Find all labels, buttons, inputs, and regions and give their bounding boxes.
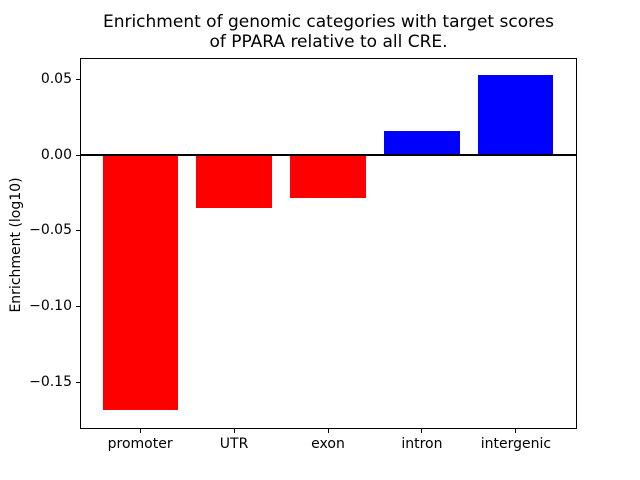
x-tick-mark-UTR — [233, 429, 235, 433]
x-tick-label-exon: exon — [311, 436, 345, 452]
y-tick-mark-0.05 — [76, 78, 80, 80]
bar-intergenic — [478, 74, 554, 156]
y-tick-label-0.05: 0.05 — [40, 70, 72, 87]
x-tick-label-UTR: UTR — [219, 436, 249, 452]
chart-title: Enrichment of genomic categories with ta… — [102, 12, 555, 53]
x-tick-mark-exon — [327, 429, 329, 433]
y-tick-label-−0.10: −0.10 — [29, 298, 72, 315]
bar-UTR — [196, 155, 272, 209]
y-tick-mark-−0.15 — [76, 382, 80, 383]
plot-area — [80, 58, 577, 429]
bar-exon — [290, 155, 366, 198]
y-axis-label: Enrichment (log10) — [8, 177, 24, 313]
x-tick-mark-intergenic — [515, 429, 517, 433]
x-tick-mark-intron — [421, 429, 423, 433]
y-tick-mark-−0.05 — [76, 230, 80, 232]
y-tick-label-−0.05: −0.05 — [29, 222, 72, 239]
y-tick-label-0.00: 0.00 — [40, 146, 72, 163]
y-tick-mark-−0.10 — [76, 306, 80, 308]
x-tick-mark-promoter — [139, 429, 141, 433]
zero-reference-line — [80, 154, 577, 157]
y-tick-mark-0.00 — [76, 154, 80, 156]
x-tick-label-intergenic: intergenic — [480, 436, 552, 452]
x-tick-label-promoter: promoter — [107, 436, 173, 452]
y-tick-label-−0.15: −0.15 — [29, 374, 72, 390]
bar-intron — [384, 130, 460, 156]
x-tick-label-intron: intron — [401, 436, 443, 452]
bar-promoter — [102, 155, 178, 410]
